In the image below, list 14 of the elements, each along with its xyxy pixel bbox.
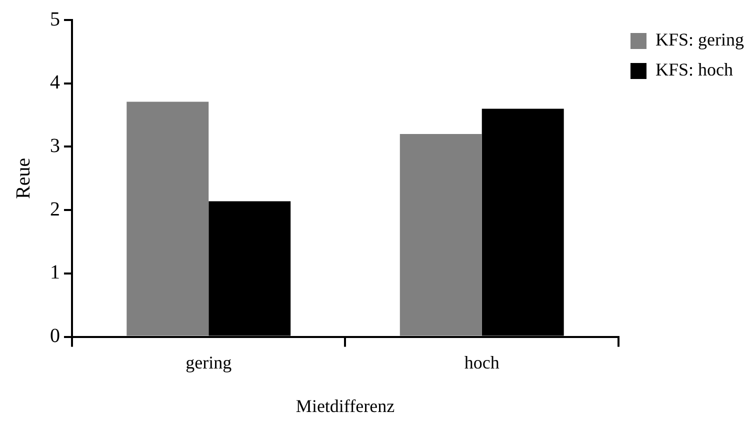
y-axis-title: Reue (12, 158, 34, 199)
y-tick-label: 1 (50, 262, 60, 284)
y-tick-label: 5 (50, 8, 60, 30)
x-tick-label: hoch (464, 352, 500, 372)
y-tick-label: 4 (50, 72, 60, 94)
x-axis-title: Mietdifferenz (296, 396, 395, 416)
x-tick-label: gering (186, 352, 232, 372)
bar (400, 134, 482, 336)
legend-label: KFS: gering (655, 30, 744, 50)
legend-label: KFS: hoch (655, 60, 734, 80)
y-tick-label: 2 (50, 198, 60, 220)
bar (126, 102, 209, 336)
y-tick-label: 0 (50, 325, 60, 348)
y-tick-label: 3 (50, 134, 60, 157)
